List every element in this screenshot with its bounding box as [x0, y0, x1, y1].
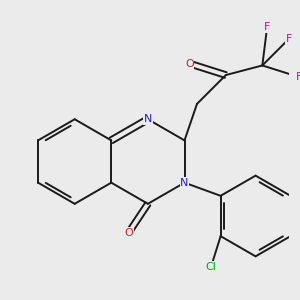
Text: Cl: Cl	[206, 262, 216, 272]
Text: F: F	[296, 72, 300, 82]
Text: O: O	[124, 228, 133, 238]
Text: N: N	[180, 178, 189, 188]
Text: F: F	[264, 22, 270, 32]
Text: N: N	[144, 114, 152, 124]
Text: O: O	[185, 58, 194, 68]
Text: F: F	[286, 34, 292, 44]
